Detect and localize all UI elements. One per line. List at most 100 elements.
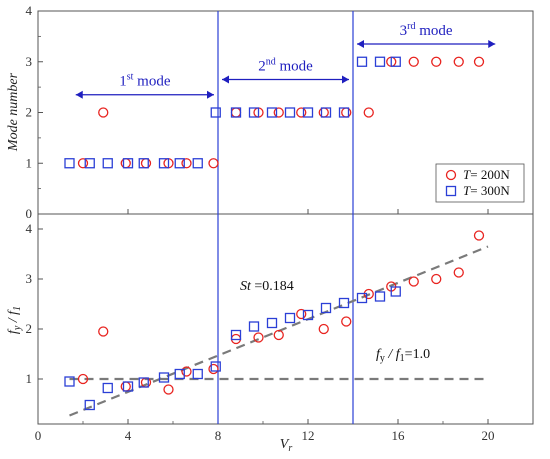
bottom-circle-point xyxy=(453,267,464,278)
bottom-circle-point xyxy=(98,326,109,337)
bottom-square-point xyxy=(138,377,149,388)
bottom-square-point xyxy=(122,381,134,392)
top-square-point xyxy=(374,56,386,67)
top-square-point xyxy=(266,107,278,118)
top-square-point xyxy=(338,107,350,118)
ratio-num-sub: y xyxy=(380,353,385,364)
xlabel-sub: r xyxy=(288,443,292,454)
top-square-point xyxy=(390,56,401,67)
xlabel-base: V xyxy=(280,437,290,452)
bottom-square-point xyxy=(302,309,314,321)
st-value: =0.184 xyxy=(251,279,294,294)
top-y-tick-label: 0 xyxy=(26,206,33,221)
bottom-circle-point xyxy=(163,384,174,395)
legend-label-300n: T= 300N xyxy=(463,183,510,198)
top-circle-point xyxy=(273,107,284,118)
bottom-x-tick-label: 0 xyxy=(35,428,42,443)
ratio-den-sub: 1 xyxy=(400,353,405,364)
bottom-circle-point xyxy=(120,381,131,392)
legend-label-200n: T= 200N xyxy=(463,167,510,182)
bottom-y-tick-label: 3 xyxy=(26,271,33,286)
top-circle-point xyxy=(230,107,242,118)
bottom-square-point xyxy=(174,368,185,380)
top-square-point xyxy=(356,56,368,67)
bottom-x-tick-label: 8 xyxy=(215,428,222,443)
top-circle-point xyxy=(98,107,109,118)
bottom-x-tick-label: 4 xyxy=(125,428,132,443)
top-square-point xyxy=(174,158,185,169)
top-y-tick-label: 2 xyxy=(26,105,33,120)
mode-arrow-head-right xyxy=(207,90,214,99)
top-y-ticks: 0 1 2 3 4 xyxy=(26,3,489,221)
top-square-point xyxy=(320,107,332,118)
top-square-point xyxy=(192,158,203,169)
bottom-square-point xyxy=(102,382,113,394)
top-square-point xyxy=(122,158,134,169)
top-circle-point xyxy=(431,56,442,67)
strouhal-label: St =0.184 xyxy=(240,279,294,294)
bottom-square-point xyxy=(158,372,170,383)
bottom-x-tick-label: 12 xyxy=(302,428,315,443)
legend: T= 200N T= 300N xyxy=(435,163,525,203)
mode-arrow-head-right xyxy=(342,75,349,84)
bottom-y-axis-label: fy / f1 xyxy=(6,306,23,334)
top-circle-point xyxy=(208,158,219,169)
mode-boundary-lines xyxy=(217,11,354,424)
bottom-y-tick-label: 1 xyxy=(26,371,33,386)
top-circle-point xyxy=(77,158,89,169)
top-circle-point xyxy=(296,107,307,118)
mode-arrow-head-left xyxy=(75,90,83,99)
legend-square-marker xyxy=(445,185,457,197)
ratio-den: f xyxy=(396,347,402,362)
bottom-square-point xyxy=(230,329,242,341)
top-square-point xyxy=(248,107,260,118)
ylabel-num: f xyxy=(6,328,21,334)
bottom-square-point xyxy=(192,368,203,380)
bottom-square-point xyxy=(84,399,95,411)
legend-300n-text: = 300N xyxy=(470,183,510,198)
top-y-tick-label: 3 xyxy=(26,54,33,69)
bottom-square-point xyxy=(356,292,368,304)
bottom-square-point xyxy=(210,361,221,372)
top-y-tick-label: 4 xyxy=(26,3,33,18)
top-square-point xyxy=(302,107,314,118)
bottom-x-tick-label: 16 xyxy=(392,428,406,443)
bottom-circle-point xyxy=(181,366,192,377)
top-square-point xyxy=(84,158,95,169)
bottom-y-tick-label: 4 xyxy=(26,221,33,236)
bottom-circle-point xyxy=(208,363,219,375)
bottom-circle-point xyxy=(77,373,89,385)
top-circle-point xyxy=(140,158,152,169)
top-square-point xyxy=(138,158,149,169)
top-circle-point xyxy=(453,56,464,67)
bottom-square-point xyxy=(338,297,350,309)
bottom-circle-point xyxy=(408,276,419,287)
top-square-point xyxy=(64,158,75,169)
top-square-point xyxy=(102,158,113,169)
ylabel-den: f xyxy=(6,309,21,315)
bottom-square-point xyxy=(266,317,278,329)
top-y-tick-label: 1 xyxy=(26,155,33,170)
top-circle-point xyxy=(120,158,131,169)
x-axis-label: Vr xyxy=(280,437,293,454)
bottom-square-point xyxy=(248,321,260,332)
bottom-circle-point xyxy=(473,230,485,241)
bottom-y-tick-label: 2 xyxy=(26,321,33,336)
bottom-square-point xyxy=(284,312,296,324)
bottom-circle-point xyxy=(318,323,329,335)
bottom-circle-point xyxy=(253,332,264,343)
top-square-point xyxy=(284,107,296,118)
bottom-square-point xyxy=(320,302,332,314)
top-square-point xyxy=(158,158,170,169)
mode-arrow-head-left xyxy=(357,39,364,48)
bottom-square-point xyxy=(64,376,75,387)
ylabel-num-sub: y xyxy=(12,325,23,331)
bottom-circle-point xyxy=(341,316,352,327)
bottom-panel-frame xyxy=(37,213,534,425)
bottom-square-point xyxy=(374,291,386,302)
bottom-circle-point xyxy=(296,308,307,320)
mode-arrow-head-left xyxy=(222,75,229,84)
top-circle-point xyxy=(341,107,352,118)
